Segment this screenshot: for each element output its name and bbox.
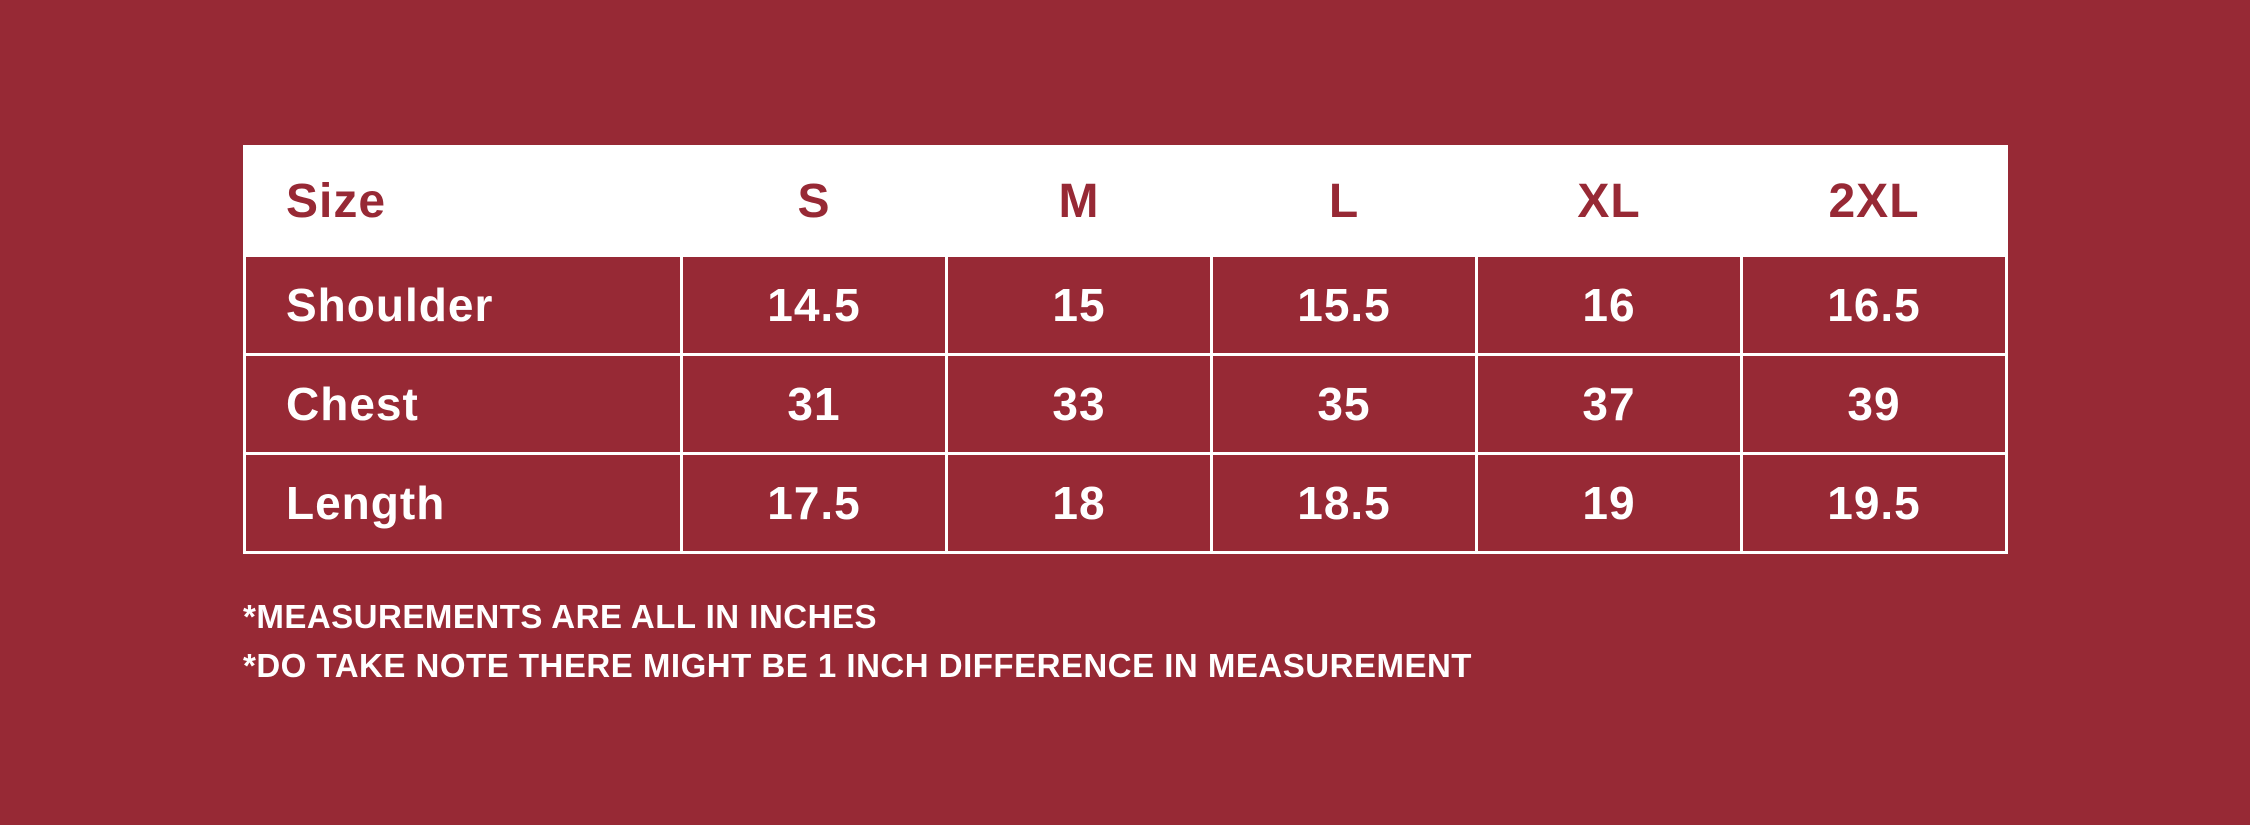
cell-shoulder-s: 14.5 [680, 254, 948, 356]
cell-chest-2xl: 39 [1740, 353, 2008, 455]
header-cell-s: S [680, 145, 948, 257]
header-cell-m: M [945, 145, 1213, 257]
header-cell-xl: XL [1475, 145, 1743, 257]
table-row-length: Length 17.5 18 18.5 19 19.5 [243, 452, 2008, 554]
cell-shoulder-xl: 16 [1475, 254, 1743, 356]
note-measurement-difference: *DO TAKE NOTE THERE MIGHT BE 1 INCH DIFF… [243, 647, 1472, 684]
cell-shoulder-m: 15 [945, 254, 1213, 356]
cell-chest-l: 35 [1210, 353, 1478, 455]
row-label-chest: Chest [243, 353, 683, 455]
cell-length-l: 18.5 [1210, 452, 1478, 554]
row-label-shoulder: Shoulder [243, 254, 683, 356]
cell-length-m: 18 [945, 452, 1213, 554]
row-label-length: Length [243, 452, 683, 554]
note-measurements-units: *MEASUREMENTS ARE ALL IN INCHES [243, 598, 877, 635]
header-cell-size: Size [243, 145, 683, 257]
table-row-shoulder: Shoulder 14.5 15 15.5 16 16.5 [243, 254, 2008, 356]
cell-chest-xl: 37 [1475, 353, 1743, 455]
cell-chest-s: 31 [680, 353, 948, 455]
size-chart-table: Size S M L XL 2XL Shoulder 14.5 15 15.5 … [243, 145, 2008, 554]
cell-shoulder-2xl: 16.5 [1740, 254, 2008, 356]
header-row: Size S M L XL 2XL [243, 145, 2008, 257]
cell-length-xl: 19 [1475, 452, 1743, 554]
header-cell-l: L [1210, 145, 1478, 257]
cell-length-2xl: 19.5 [1740, 452, 2008, 554]
cell-shoulder-l: 15.5 [1210, 254, 1478, 356]
cell-chest-m: 33 [945, 353, 1213, 455]
header-cell-2xl: 2XL [1740, 145, 2008, 257]
footnotes: *MEASUREMENTS ARE ALL IN INCHES *DO TAKE… [243, 592, 1472, 690]
table-row-chest: Chest 31 33 35 37 39 [243, 353, 2008, 455]
cell-length-s: 17.5 [680, 452, 948, 554]
